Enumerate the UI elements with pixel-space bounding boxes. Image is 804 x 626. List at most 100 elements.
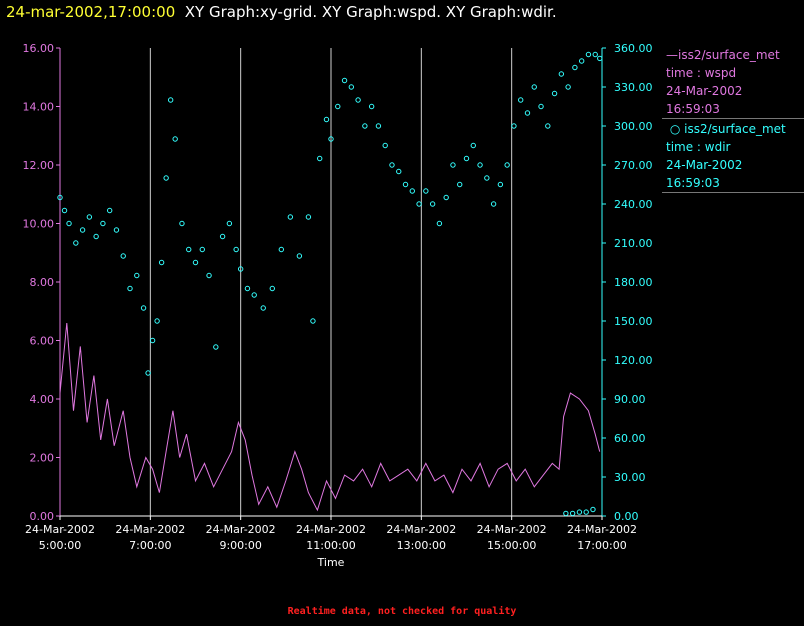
right-tick-label: 90.00 (614, 393, 646, 406)
left-tick-label: 16.00 (23, 42, 55, 55)
wdir-point (163, 175, 169, 181)
wdir-point (375, 123, 382, 129)
wdir-point (583, 509, 589, 515)
wdir-point (192, 259, 199, 266)
wdir-point (450, 162, 456, 168)
right-tick-label: 240.00 (614, 198, 653, 211)
wdir-point (134, 272, 140, 279)
wdir-point (558, 71, 565, 77)
legend-wdir-time: 16:59:03 (666, 176, 720, 190)
wdir-point (127, 285, 133, 292)
wdir-point (149, 337, 156, 344)
timestamp: 24-mar-2002,17:00:00 (6, 3, 176, 21)
x-tick-date: 24-Mar-2002 (296, 523, 366, 536)
wdir-point (477, 162, 483, 168)
x-axis-label: Time (317, 556, 345, 569)
wdir-point (355, 97, 361, 103)
x-tick-date: 24-Mar-2002 (115, 523, 185, 536)
x-tick-time: 5:00:00 (39, 539, 81, 552)
wdir-point (538, 103, 544, 110)
left-tick-label: 6.00 (30, 335, 55, 348)
wdir-point (551, 90, 558, 97)
wdir-point (219, 233, 226, 240)
right-tick-label: 330.00 (614, 81, 653, 94)
wdir-point (416, 201, 422, 207)
wdir-point (423, 188, 429, 194)
wdir-point (341, 77, 348, 84)
left-tick-label: 2.00 (30, 452, 55, 465)
wdir-point (565, 84, 571, 90)
wdir-point (100, 220, 106, 227)
wdir-point (335, 103, 341, 110)
wspd-line (59, 322, 601, 512)
wdir-point (213, 344, 219, 350)
right-tick-label: 150.00 (614, 315, 653, 328)
wdir-point (389, 162, 395, 168)
left-tick-label: 12.00 (23, 159, 55, 172)
legend-wspd-var: time : wspd (666, 66, 737, 80)
legend-wspd-time: 16:59:03 (666, 102, 720, 116)
wdir-point (120, 253, 126, 259)
wdir-point (244, 285, 251, 292)
wdir-point (233, 246, 239, 253)
legend-wdir: ○ iss2/surface_met time : wdir 24-Mar-20… (666, 120, 786, 192)
legend-wdir-date: 24-Mar-2002 (666, 158, 743, 172)
wdir-point (310, 318, 316, 324)
quality-footer: Realtime data, not checked for quality (287, 606, 517, 617)
wdir-point (179, 220, 185, 227)
wdir-point (269, 285, 275, 292)
legend-divider (662, 192, 804, 193)
legend-wspd-name: —iss2/surface_met (666, 48, 780, 62)
wdir-point (382, 142, 388, 149)
wdir-point (226, 220, 233, 227)
wdir-point (592, 51, 598, 58)
wdir-point (328, 136, 334, 142)
wdir-point (531, 84, 537, 90)
x-tick-time: 13:00:00 (397, 539, 446, 552)
wdir-point (348, 84, 355, 90)
wdir-point (237, 266, 244, 272)
wdir-point (287, 214, 294, 220)
wdir-point (199, 246, 205, 253)
wdir-point (490, 201, 497, 207)
wdir-point (167, 97, 174, 103)
right-tick-label: 120.00 (614, 354, 653, 367)
x-tick-time: 11:00:00 (306, 539, 355, 552)
wdir-point (323, 116, 330, 123)
wdir-point (578, 58, 585, 64)
legend-wdir-name: ○ iss2/surface_met (666, 122, 786, 136)
wdir-point (296, 253, 303, 259)
wdir-point (79, 227, 86, 233)
legend-wdir-var: time : wdir (666, 140, 731, 154)
wdir-point (443, 194, 449, 201)
x-axis-time: 24-Mar-2002 5:00:00 24-Mar-2002 7:00:00 24-M… (25, 515, 637, 569)
x-tick-date: 24-Mar-2002 (386, 523, 456, 536)
wdir-point (186, 246, 192, 253)
left-tick-label: 0.00 (30, 510, 55, 523)
wdir-point (436, 220, 443, 227)
right-tick-label: 60.00 (614, 432, 646, 445)
wdir-point (317, 155, 323, 162)
wdir-point (429, 201, 436, 207)
wdir-point (457, 181, 463, 188)
wdir-point (569, 510, 576, 517)
x-tick-date: 24-Mar-2002 (206, 523, 276, 536)
wdir-point (106, 207, 113, 214)
right-tick-label: 300.00 (614, 120, 653, 133)
wdir-point (73, 240, 79, 246)
wdir-point (463, 155, 470, 162)
x-tick-time: 7:00:00 (129, 539, 171, 552)
x-tick-time: 9:00:00 (219, 539, 261, 552)
x-tick-time: 17:00:00 (577, 539, 626, 552)
wdir-point (484, 175, 490, 181)
wdir-point (172, 136, 178, 142)
wdir-point (113, 227, 120, 233)
wdir-point (504, 162, 510, 168)
legend-wspd-date: 24-Mar-2002 (666, 84, 743, 98)
left-tick-label: 4.00 (30, 393, 55, 406)
wdir-point (545, 123, 551, 129)
wdir-point (158, 259, 165, 266)
data-series (57, 51, 603, 517)
wdir-point (260, 305, 266, 311)
